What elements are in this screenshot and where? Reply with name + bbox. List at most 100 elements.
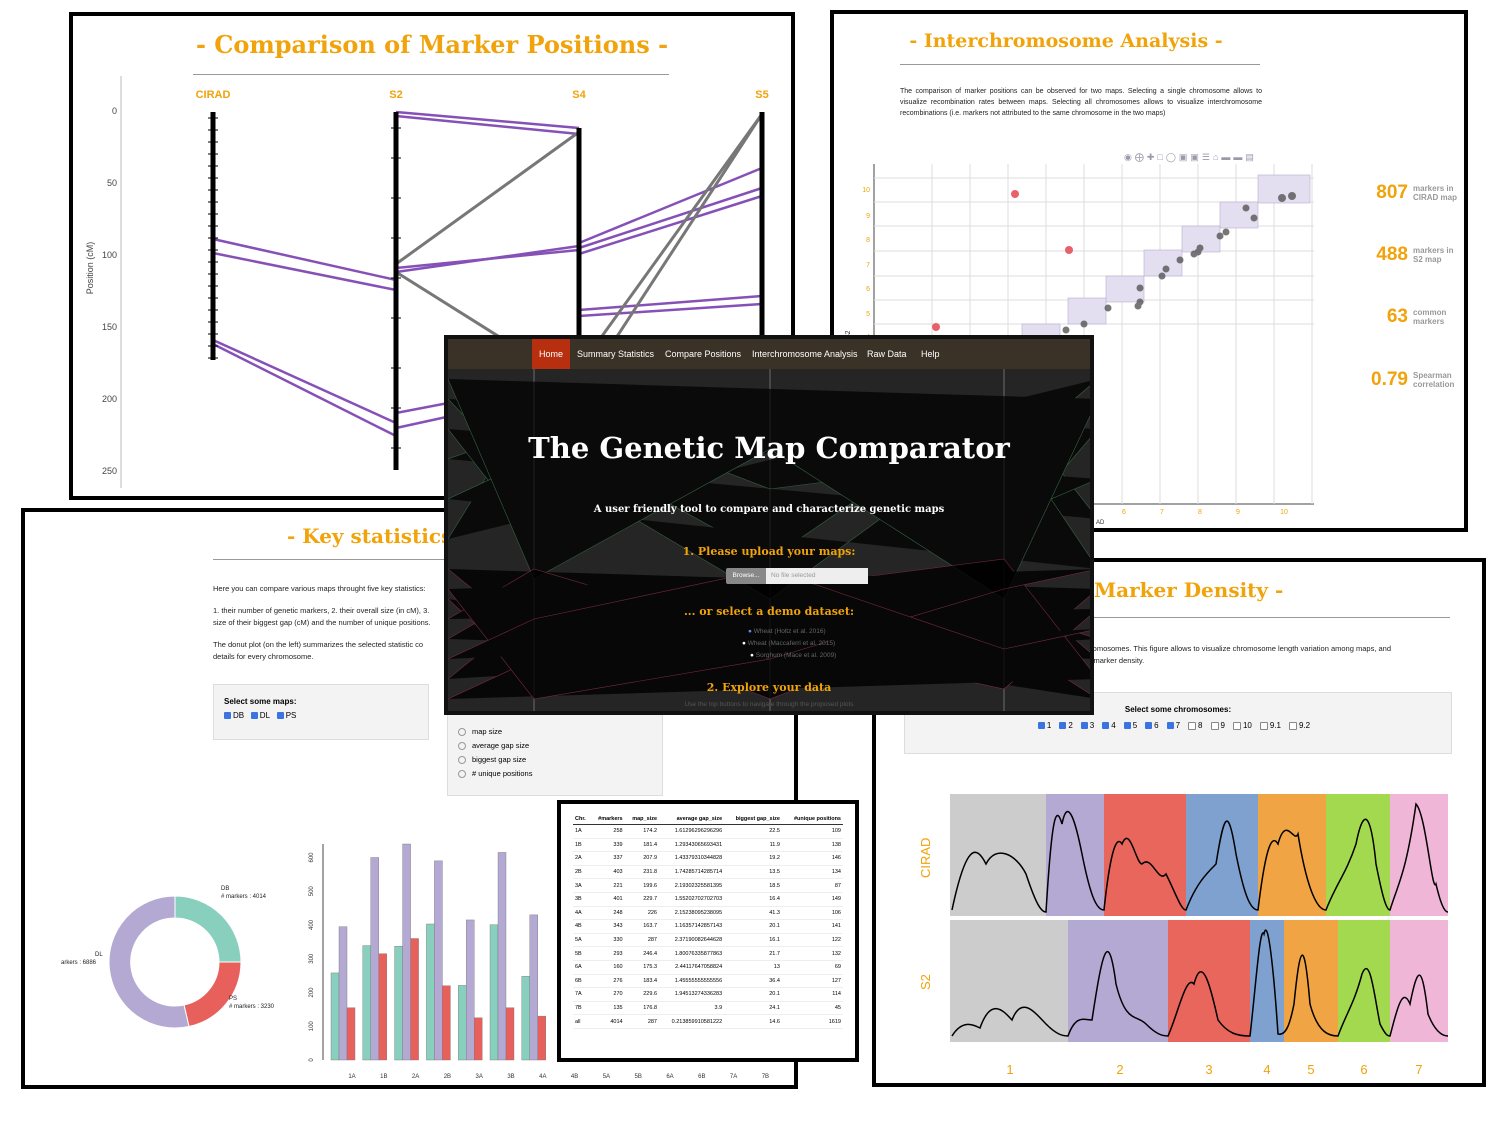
nav-help[interactable]: Help [921, 349, 940, 359]
table-cell: 132 [781, 946, 843, 961]
table-cell: 1.16357142857143 [659, 919, 725, 934]
checkbox-box[interactable] [1145, 722, 1153, 730]
chromosome-checkbox-8[interactable]: 8 [1188, 721, 1203, 730]
inter-yticks: 10 9 8 7 6 5 4 [862, 187, 870, 341]
chromosome-checkbox-9.1[interactable]: 9.1 [1259, 721, 1281, 730]
table-cell: 226 [624, 906, 659, 921]
bar-yticks: 600 500 400 300 200 100 0 [309, 852, 315, 1062]
table-cell: 276 [590, 974, 625, 989]
chromosome-checkbox-10[interactable]: 10 [1232, 721, 1252, 730]
table-cell: 19.2 [724, 851, 782, 866]
density-row-cirad [950, 794, 1449, 916]
checkbox-box[interactable] [1102, 722, 1110, 730]
bar-xtick: 1A [348, 1074, 355, 1080]
checkbox-label: 9.2 [1298, 721, 1311, 730]
map-checkbox-db[interactable] [224, 712, 231, 720]
plot-toolbar[interactable]: ◉⨁✚□◯▣▣☰⌂▬▬▤ [1124, 152, 1257, 162]
demo-option[interactable]: ● Wheat (Holtz et al. 2016) [748, 628, 826, 635]
radio-biggest-gap[interactable] [458, 756, 466, 765]
stat-option: biggest gap size [472, 755, 527, 764]
chromosome-select-label: Select some chromosomes: [1124, 705, 1232, 714]
density-text2: ic marker density. [1086, 656, 1145, 665]
nav-compare-positions[interactable]: Compare Positions [665, 349, 742, 359]
bar [489, 924, 499, 1061]
stats-table: Chr. #markers map_size average gap_size bigg… [573, 814, 843, 1029]
home-title: The Genetic Map Comparator [528, 431, 1010, 465]
inter-xtick: 7 [1160, 509, 1164, 516]
radio-unique-positions[interactable] [458, 770, 466, 779]
stat-select-box: map size average gap size biggest gap si… [447, 710, 663, 796]
chromosome-checkbox-4[interactable]: 4 [1102, 721, 1116, 730]
demo-options: ● Wheat (Holtz et al. 2016) ● Wheat (Mac… [742, 626, 837, 662]
table-row: 4A 248 226 2.15238095238095 41.3 106 [573, 906, 843, 921]
table-cell: 181.4 [624, 838, 659, 853]
map-label: PS [285, 711, 297, 720]
table-row: all 4014 287 0.213859910581222 14.6 1619 [573, 1014, 843, 1029]
chromosome-checkbox-9.2[interactable]: 9.2 [1288, 721, 1311, 730]
chromosome-checkbox-3[interactable]: 3 [1080, 721, 1094, 730]
bar-ytick: 200 [309, 987, 315, 998]
stat-label: common markers [1413, 308, 1447, 326]
table-header-cell[interactable]: biggest gap_size [724, 814, 782, 825]
map-checkbox-dl[interactable] [250, 712, 258, 720]
radio-average-gap[interactable] [458, 742, 466, 751]
gray-links [395, 113, 764, 369]
bar [521, 976, 531, 1061]
nav-raw-data[interactable]: Raw Data [867, 349, 907, 359]
table-cell: 2A [573, 851, 591, 866]
stat-label: Spearman correlation [1413, 371, 1455, 389]
file-name-field[interactable]: No file selected [766, 568, 868, 584]
checkbox-box[interactable] [1166, 722, 1174, 730]
checkbox-box[interactable] [1232, 721, 1241, 730]
nav-home[interactable]: Home [532, 339, 571, 369]
table-header-cell[interactable]: #unique positions [781, 814, 843, 825]
stat-value: 807 [1376, 182, 1408, 203]
checkbox-box[interactable] [1288, 721, 1297, 730]
inter-ytick: 5 [866, 311, 870, 318]
bar-ytick: 400 [309, 919, 315, 930]
checkbox-box[interactable] [1080, 722, 1088, 730]
demo-option[interactable]: ● Sorghum (Mace et al. 2009) [750, 652, 837, 659]
checkbox-box[interactable] [1210, 721, 1219, 730]
chromosome-checkbox-7[interactable]: 7 [1166, 721, 1181, 730]
checkbox-box[interactable] [1188, 721, 1197, 730]
table-header-cell[interactable]: #markers [590, 814, 625, 825]
ytick-0: 0 [112, 106, 117, 116]
checkbox-box[interactable] [1059, 722, 1067, 730]
table-header-cell[interactable]: Chr. [573, 814, 591, 825]
stats-table-panel: Chr. #markers map_size average gap_size bigg… [557, 800, 859, 1062]
checkbox-box[interactable] [1259, 721, 1268, 730]
table-cell: 246.4 [624, 946, 659, 961]
checkbox-box[interactable] [1037, 722, 1045, 730]
demo-option-label: Wheat (Maccaferri et al. 2015) [747, 640, 836, 647]
table-cell: 221 [590, 878, 625, 893]
chromosome-checkbox-5[interactable]: 5 [1123, 721, 1137, 730]
table-cell: 11.9 [724, 838, 782, 853]
upload-heading: 1. Please upload your maps: [682, 545, 856, 558]
nav-summary-statistics[interactable]: Summary Statistics [577, 349, 655, 359]
inter-title-rule [900, 64, 1260, 65]
positions-title-rule [193, 74, 669, 75]
bar-xtick: 4A [539, 1074, 546, 1080]
table-header-cell[interactable]: average gap_size [659, 814, 725, 825]
checkbox-label: 7 [1175, 721, 1181, 730]
nav-interchromosome-analysis[interactable]: Interchromosome Analysis [752, 349, 858, 359]
map-checkbox-ps[interactable] [276, 712, 284, 720]
chromosome-checkbox-2[interactable]: 2 [1059, 721, 1073, 730]
radio-map-size[interactable] [458, 728, 466, 737]
bar-xtick: 5B [635, 1074, 642, 1080]
density-curve-s2 [951, 929, 1449, 1037]
bar-ytick: 500 [309, 886, 315, 897]
table-header-cell[interactable]: map_size [624, 814, 659, 825]
chromosome-checkbox-6[interactable]: 6 [1145, 721, 1159, 730]
bar [402, 843, 411, 1061]
checkbox-box[interactable] [1123, 722, 1131, 730]
chromosome-checkbox-1[interactable]: 1 [1037, 721, 1051, 730]
demo-option[interactable]: ● Wheat (Maccaferri et al. 2015) [742, 640, 836, 647]
table-row: 3B 401 229.7 1.55202702702703 16.4 149 [573, 892, 843, 907]
table-cell: 4B [573, 919, 591, 934]
bar-xtick: 6B [698, 1074, 705, 1080]
map-axes [210, 112, 765, 470]
chromosome-checkbox-9[interactable]: 9 [1210, 721, 1225, 730]
browse-button[interactable]: Browse... [726, 568, 766, 584]
